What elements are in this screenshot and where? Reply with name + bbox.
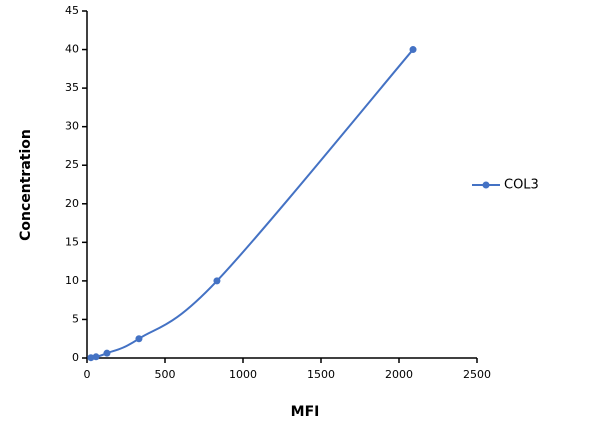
y-tick-label: 10 bbox=[65, 274, 79, 287]
x-tick-label: 2500 bbox=[463, 368, 491, 381]
x-tick-label: 500 bbox=[155, 368, 176, 381]
point bbox=[135, 335, 143, 343]
y-tick-label: 35 bbox=[65, 81, 79, 94]
point bbox=[103, 349, 111, 357]
y-tick-label: 5 bbox=[72, 312, 79, 325]
point bbox=[213, 277, 221, 285]
point bbox=[409, 46, 417, 54]
y-tick-label: 45 bbox=[65, 4, 79, 17]
curve bbox=[90, 48, 414, 359]
legend-marker bbox=[482, 181, 490, 189]
x-tick-label: 1000 bbox=[229, 368, 257, 381]
legend-label: COL3 bbox=[504, 178, 539, 193]
x-tick-label: 2000 bbox=[385, 368, 413, 381]
x-tick-label: 0 bbox=[84, 368, 91, 381]
x-tick-label: 1500 bbox=[307, 368, 335, 381]
y-axis-title: Concentration bbox=[18, 129, 34, 241]
y-tick-label: 15 bbox=[65, 235, 79, 248]
y-tick-label: 25 bbox=[65, 158, 79, 171]
x-axis-title: MFI bbox=[291, 404, 320, 420]
y-tick-label: 0 bbox=[72, 351, 79, 364]
y-tick-label: 40 bbox=[65, 43, 79, 56]
y-tick-label: 20 bbox=[65, 197, 79, 210]
point bbox=[92, 353, 100, 361]
point bbox=[87, 354, 95, 362]
y-tick-label: 30 bbox=[65, 120, 79, 133]
